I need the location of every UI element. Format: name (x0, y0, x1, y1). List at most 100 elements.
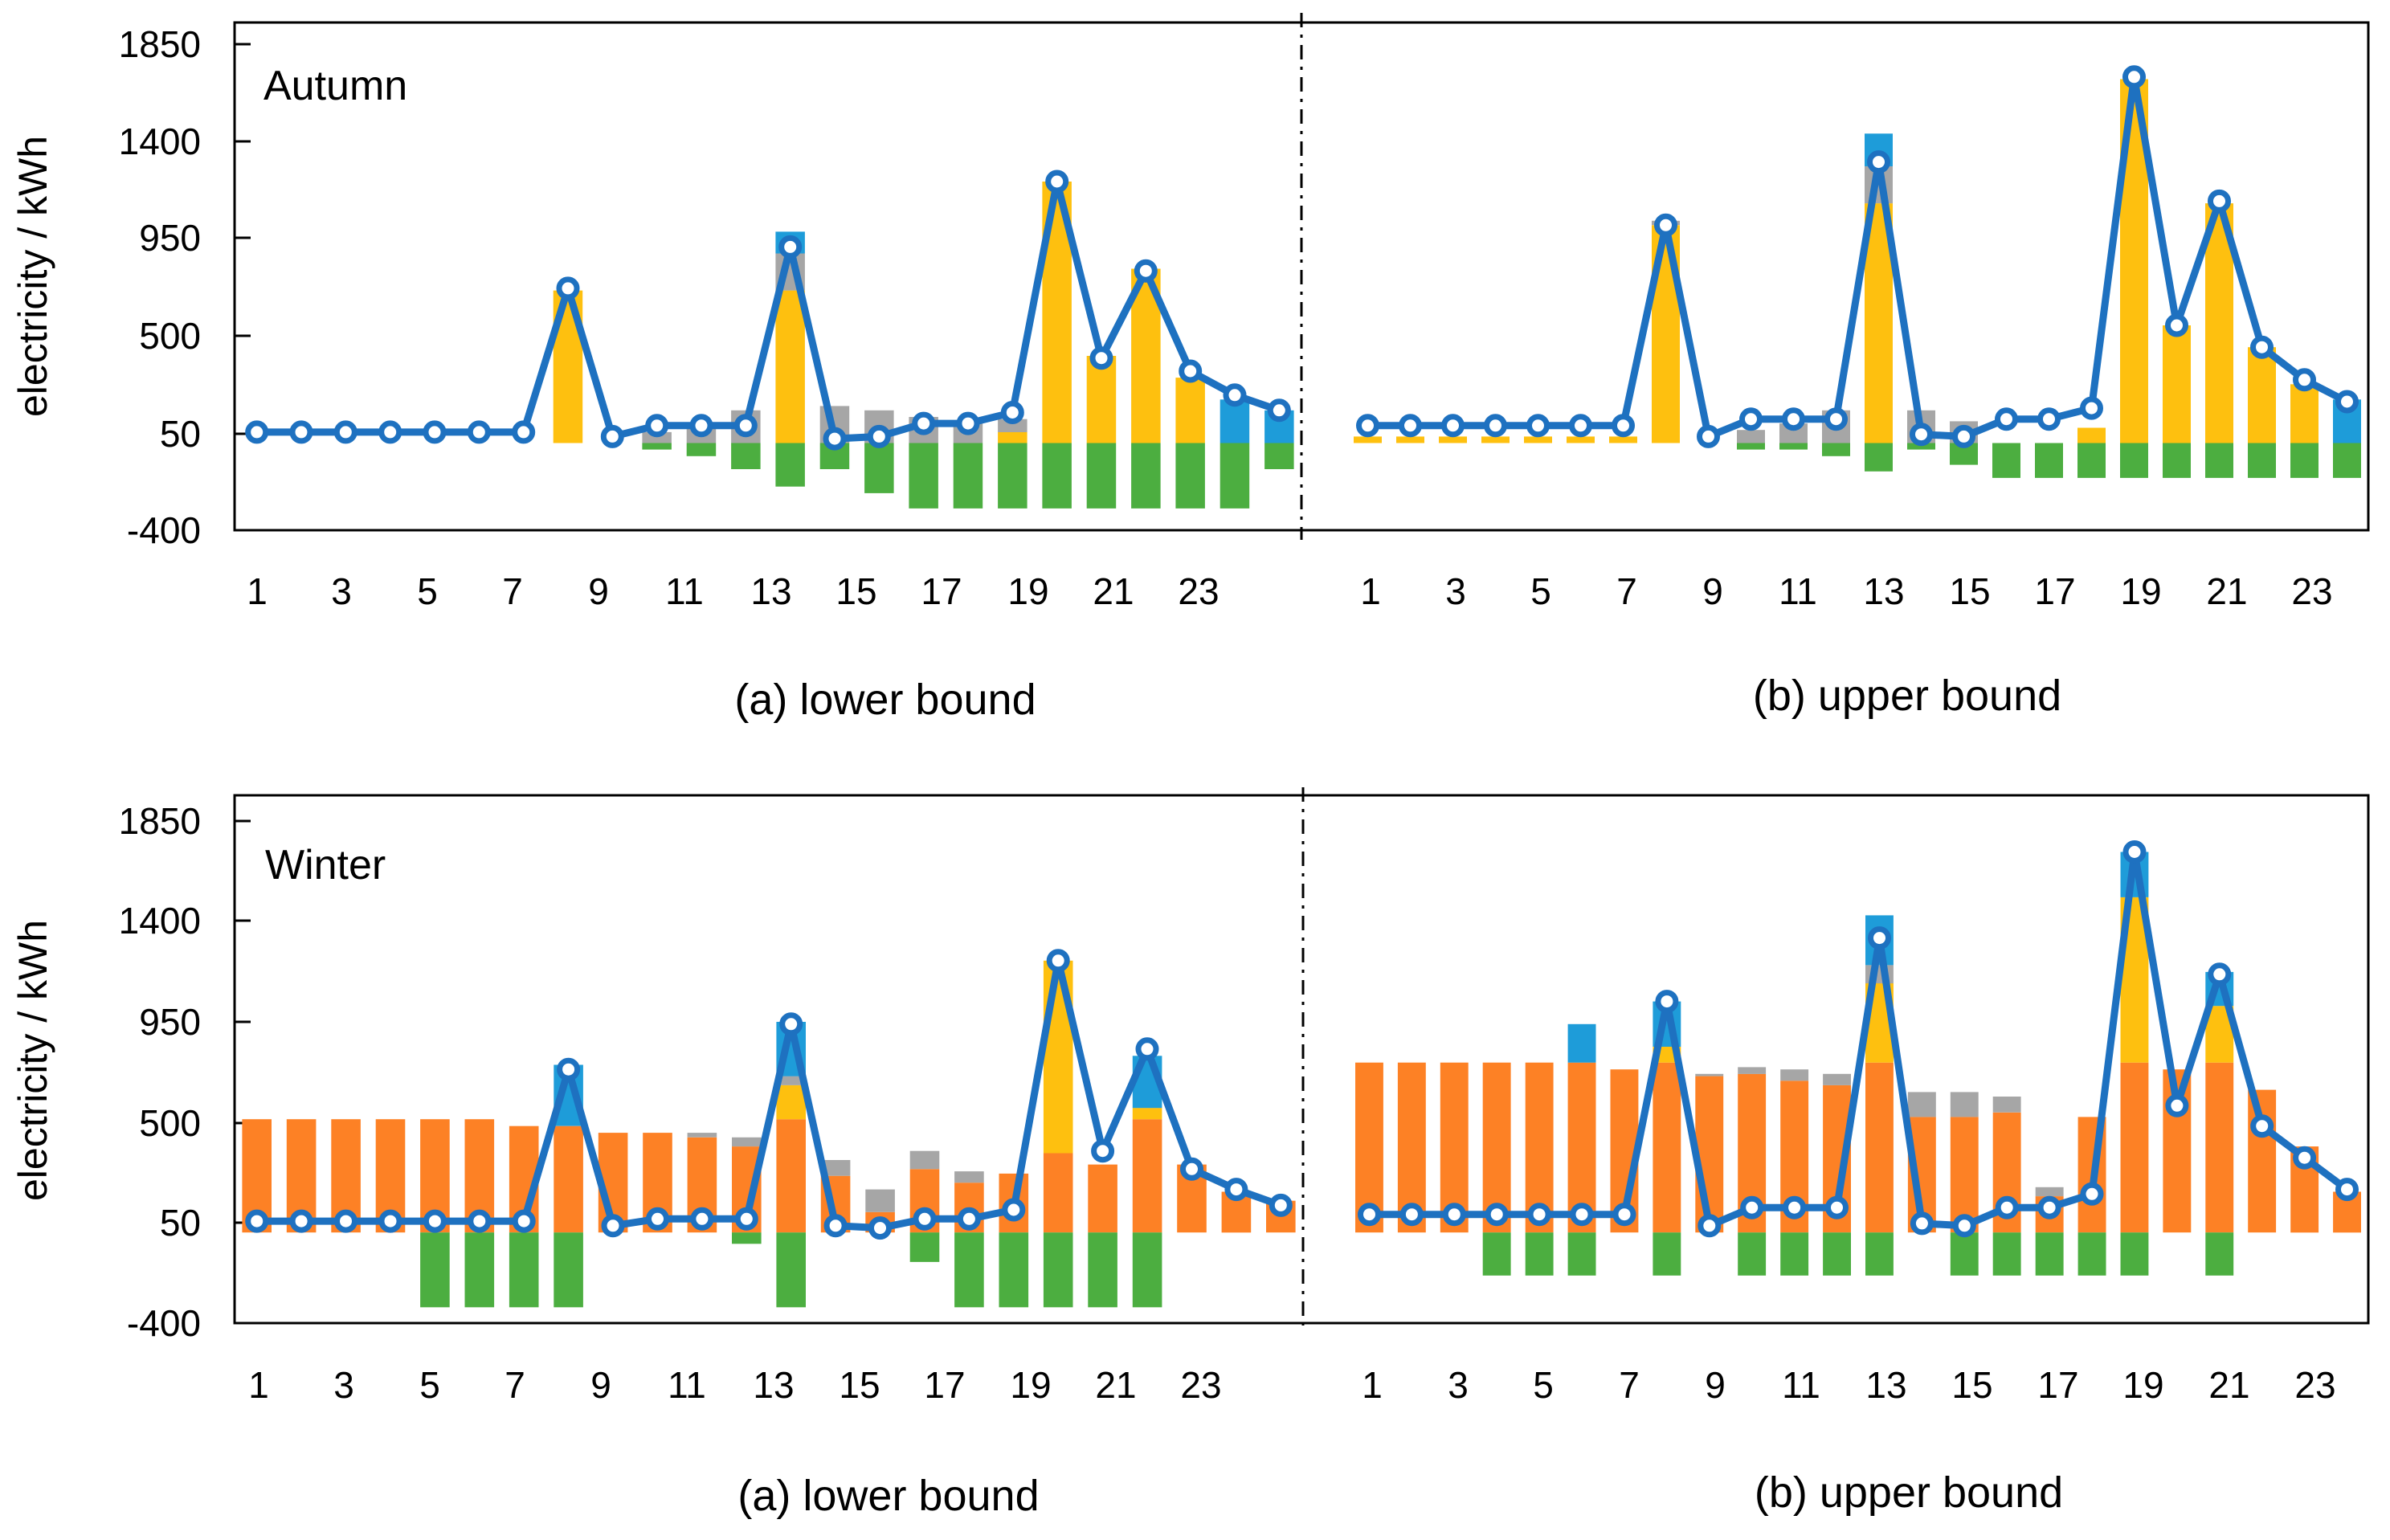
winter-upper-caption: (b) upper bound (1755, 1469, 2063, 1517)
autumn-lower-load-point-h2 (289, 420, 313, 444)
autumn-ytick-1400: 1400 (119, 121, 201, 162)
winter-lower-bar-storage-h20 (1088, 1232, 1117, 1308)
autumn-lower-bar-storage-h17 (953, 443, 983, 509)
winter-upper-xticks: 1 3 5 7 9 11 13 15 17 19 21 23 (1362, 1364, 2335, 1406)
winter-ytick-50: 50 (160, 1202, 201, 1244)
autumn-upper-bar-solar-h5 (1524, 436, 1552, 443)
winter-lower-bar-heat-h13 (776, 1119, 806, 1233)
autumn-upper-load-point-h24 (2335, 390, 2359, 414)
autumn-lower-load-line (256, 178, 1281, 443)
autumn-lower-bar-storage-h24 (1264, 443, 1294, 469)
winter-upper-bar-storage-h15 (1950, 1232, 1979, 1276)
winter-upper-bar-storage-h16 (1992, 1232, 2021, 1276)
winter-upper-load-point-h14 (1910, 1211, 1934, 1236)
autumn-lower-xtick-15: 15 (835, 570, 876, 612)
autumn-lower-load-point-h19 (1045, 170, 1069, 194)
winter-lower-bar-grid-h15 (865, 1189, 895, 1212)
winter-lower-load-point-h3 (334, 1209, 357, 1233)
autumn-lower-xtick-23: 23 (1178, 570, 1219, 612)
autumn-upper-caption: (b) upper bound (1753, 672, 2061, 720)
autumn-upper-load-point-h14 (1910, 423, 1933, 447)
winter-lower-xtick-19: 19 (1010, 1364, 1051, 1406)
winter-lower-bar-storage-h12 (732, 1232, 762, 1244)
winter-upper-load-point-h21 (2208, 962, 2232, 986)
winter-lower-xtick-13: 13 (753, 1364, 794, 1406)
winter-lower-load-point-h14 (823, 1214, 848, 1238)
autumn-lower-load-point-h6 (467, 420, 491, 444)
autumn-upper-load-point-h18 (2080, 396, 2103, 420)
autumn-upper-load-point-h20 (2165, 313, 2188, 337)
winter-plot-frame (233, 794, 2370, 1325)
winter-upper-bar-grid-h14 (1907, 1092, 1936, 1117)
autumn-upper-load-point-h11 (1782, 407, 1805, 431)
autumn-lower-xtick-1: 1 (247, 570, 268, 612)
autumn-upper-load-point-h6 (1569, 414, 1592, 438)
autumn-lower-load-point-h24 (1267, 398, 1291, 423)
autumn-lower-caption: (a) lower bound (734, 676, 1036, 724)
autumn-upper-bar-storage-h13 (1865, 443, 1893, 472)
winter-lower-caption: (a) lower bound (737, 1472, 1039, 1520)
winter-lower-load-point-h15 (868, 1216, 892, 1240)
autumn-lower-load-point-h22 (1179, 359, 1203, 383)
winter-lower-load-line (256, 957, 1282, 1232)
winter-upper-xtick-15: 15 (1951, 1364, 1992, 1406)
autumn-upper-load-point-h15 (1952, 424, 1975, 448)
winter-upper-load-point-h22 (2250, 1114, 2274, 1138)
autumn-lower-load-point-h13 (778, 235, 803, 259)
autumn-upper-load-point-h12 (1824, 407, 1848, 431)
winter-upper-bar-heat-h19 (2120, 1062, 2149, 1233)
winter-lower-load-point-h6 (468, 1209, 492, 1233)
autumn-upper-load-point-h19 (2122, 65, 2146, 89)
autumn-lower-bar-storage-h12 (731, 443, 761, 469)
autumn-lower-bar-storage-h11 (686, 443, 717, 456)
winter-upper-bar-heat-h13 (1865, 1062, 1894, 1233)
winter-lower-xtick-5: 5 (419, 1364, 440, 1406)
autumn-upper-bar-storage-h21 (2205, 443, 2233, 478)
winter-lower-xtick-3: 3 (333, 1364, 354, 1406)
winter-season-label: Winter (265, 842, 386, 888)
autumn-ytick-950: 950 (139, 217, 201, 259)
autumn-upper-bar-solar-h20 (2163, 325, 2191, 443)
autumn-upper-load-line (1367, 73, 2349, 440)
winter-lower-bound-panel (242, 949, 1296, 1308)
autumn-lower-bar-storage-h19 (1042, 443, 1072, 509)
autumn-lower-load-point-h9 (600, 424, 624, 448)
autumn-upper-load-point-h5 (1526, 414, 1550, 438)
winter-upper-load-point-h23 (2293, 1146, 2317, 1170)
autumn-lower-load-point-h11 (689, 414, 713, 438)
autumn-upper-load-point-h2 (1399, 414, 1422, 438)
autumn-upper-xtick-5: 5 (1530, 570, 1551, 612)
winter-lower-load-point-h2 (289, 1209, 313, 1233)
winter-lower-load-point-h1 (245, 1209, 269, 1233)
autumn-upper-load-point-h17 (2037, 407, 2061, 431)
autumn-lower-load-point-h5 (423, 420, 447, 444)
winter-lower-bar-storage-h19 (1043, 1232, 1073, 1308)
winter-lower-xtick-23: 23 (1180, 1364, 1221, 1406)
autumn-lower-load-point-h20 (1089, 346, 1113, 370)
winter-lower-bar-solar-h13 (776, 1085, 806, 1120)
winter-upper-bar-grid-h10 (1738, 1067, 1767, 1074)
winter-lower-load-point-h13 (779, 1012, 803, 1036)
autumn-lower-xtick-19: 19 (1007, 570, 1048, 612)
winter-upper-load-point-h8 (1655, 990, 1679, 1014)
winter-ytick-950: 950 (139, 1001, 201, 1043)
winter-lower-load-point-h22 (1180, 1157, 1203, 1181)
autumn-upper-xtick-13: 13 (1863, 570, 1904, 612)
winter-upper-load-point-h15 (1952, 1214, 1976, 1238)
winter-lower-bar-solar-h21 (1132, 1108, 1162, 1120)
winter-lower-load-point-h4 (378, 1209, 402, 1233)
winter-upper-bar-storage-h5 (1525, 1232, 1554, 1276)
winter-upper-load-point-h2 (1399, 1203, 1424, 1227)
winter-lower-bar-storage-h6 (464, 1232, 495, 1308)
autumn-lower-xtick-3: 3 (331, 570, 352, 612)
winter-upper-load-point-h4 (1485, 1203, 1509, 1227)
winter-lower-xtick-7: 7 (505, 1364, 525, 1406)
autumn-lower-bar-solar-h22 (1175, 378, 1205, 443)
autumn-upper-bar-solar-h1 (1354, 436, 1382, 443)
winter-upper-load-point-h1 (1358, 1203, 1381, 1227)
winter-upper-load-point-h7 (1612, 1203, 1636, 1227)
autumn-upper-bar-storage-h22 (2248, 443, 2276, 478)
autumn-lower-bar-grid-h18 (998, 419, 1027, 432)
winter-upper-bar-grid-h17 (2035, 1187, 2064, 1197)
